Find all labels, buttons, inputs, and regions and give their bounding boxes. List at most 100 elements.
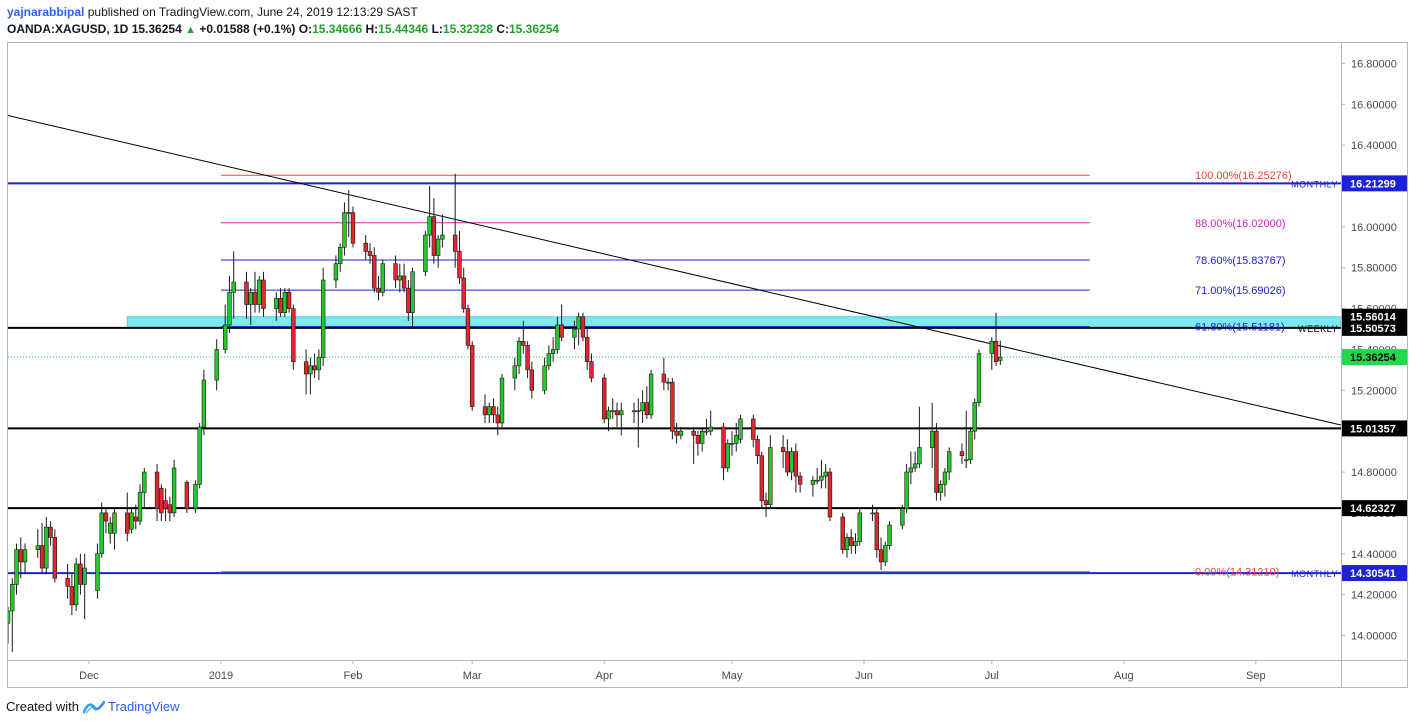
candle-up [619, 402, 624, 436]
candle-body [572, 328, 577, 338]
up-arrow-icon: ▲ [185, 24, 196, 36]
candle-body [998, 356, 1003, 361]
candle-body [108, 522, 113, 534]
candle-up [700, 427, 705, 452]
candle-up [487, 402, 492, 424]
candle-down [525, 341, 530, 379]
y-tick-label: 16.80000 [1351, 58, 1397, 70]
candle-up [201, 369, 207, 436]
candle-up [631, 402, 637, 424]
candle-body [755, 439, 760, 456]
candle-down [755, 435, 760, 464]
candle-body [908, 467, 914, 473]
candle-down [521, 320, 526, 354]
candle-body [171, 467, 177, 514]
candle-down [721, 423, 726, 481]
candle-down [376, 275, 381, 301]
candle-up [853, 533, 858, 554]
candle-up [108, 516, 113, 544]
candle-down [674, 423, 679, 444]
support-price-label: 14.62327 [1350, 503, 1396, 515]
candle-body [849, 537, 854, 546]
candle-body [52, 537, 58, 579]
x-tick-label: 2019 [209, 670, 233, 682]
tradingview-link[interactable]: TradingView [82, 699, 180, 715]
candle-body [99, 512, 104, 555]
candle-down [495, 406, 500, 436]
candle-body [768, 447, 773, 506]
candle-body [947, 451, 952, 473]
candle-up [320, 267, 326, 366]
candle-body [376, 287, 381, 293]
candle-body [789, 451, 794, 473]
candle-body [193, 483, 198, 510]
candle-down [529, 361, 535, 399]
close-value: 15.36254 [508, 22, 560, 36]
candle-body [282, 291, 288, 313]
candle-up [129, 508, 134, 534]
candle-body [44, 526, 49, 569]
candle-body [636, 410, 641, 413]
monthly-price-label: 14.30541 [1350, 568, 1396, 580]
candle-down [691, 427, 696, 464]
candle-body [614, 410, 620, 416]
fib-level-label: 78.60%(15.83767) [1195, 255, 1286, 267]
candle-down [401, 263, 407, 293]
candle-body [870, 512, 875, 515]
zone_top-price-label: 15.56014 [1350, 312, 1397, 324]
candle-body [435, 238, 441, 256]
candle-up [227, 275, 232, 334]
candle-body [499, 377, 505, 424]
candle-up [95, 543, 100, 599]
zone_top-price-label-bg [1342, 308, 1407, 325]
candle-body [286, 291, 292, 309]
candle-up [440, 214, 445, 248]
author-link[interactable]: yajnarabbipal [7, 5, 85, 19]
candle-up [142, 467, 147, 509]
candle-body [512, 365, 517, 379]
ohlc-legend: OANDA:XAGUSD, 1D 15.36254 ▲ +0.01588 (+0… [7, 22, 559, 38]
symbol-label: OANDA:XAGUSD, 1D [7, 22, 129, 36]
candle-up [576, 312, 581, 346]
candle-body [708, 426, 713, 432]
candle-body [797, 475, 803, 485]
candle-body [95, 553, 100, 591]
y-tick-label: 14.80000 [1351, 467, 1397, 479]
tradingview-brand: TradingView [107, 699, 180, 714]
candle-body [440, 234, 445, 240]
candle-body [912, 463, 918, 469]
candle-down [184, 480, 190, 513]
candle-up [942, 467, 948, 497]
candle-up [729, 431, 735, 456]
candle-body [167, 504, 173, 514]
candle-body [929, 430, 935, 448]
candle-body [244, 281, 249, 305]
candle-up [678, 427, 684, 440]
support-price-label-bg [1342, 420, 1407, 437]
candle-up [789, 447, 794, 481]
candle-down [48, 521, 53, 546]
level-tag-label: MONTHLY [1291, 569, 1338, 579]
candle-body [223, 324, 228, 350]
candle-body [576, 316, 581, 330]
candle-down [154, 463, 160, 522]
candle-down [644, 386, 649, 419]
support-price-label-bg [1342, 500, 1407, 517]
candle-down [585, 329, 590, 370]
candle-body [989, 340, 994, 354]
candle-body [644, 402, 649, 416]
candle-body [887, 524, 892, 546]
candle-down [827, 467, 833, 522]
candle-body [972, 402, 977, 432]
candle-up [274, 292, 279, 321]
candle-up [810, 476, 816, 497]
fib-level-label: 100.00%(16.25276) [1195, 170, 1292, 182]
candle-down [849, 529, 854, 554]
candle-up [397, 263, 402, 293]
candle-up [516, 337, 522, 374]
candle-down [482, 394, 488, 424]
candle-body [878, 549, 884, 563]
candle-down [244, 271, 249, 319]
support-price-label: 15.01357 [1350, 423, 1396, 435]
